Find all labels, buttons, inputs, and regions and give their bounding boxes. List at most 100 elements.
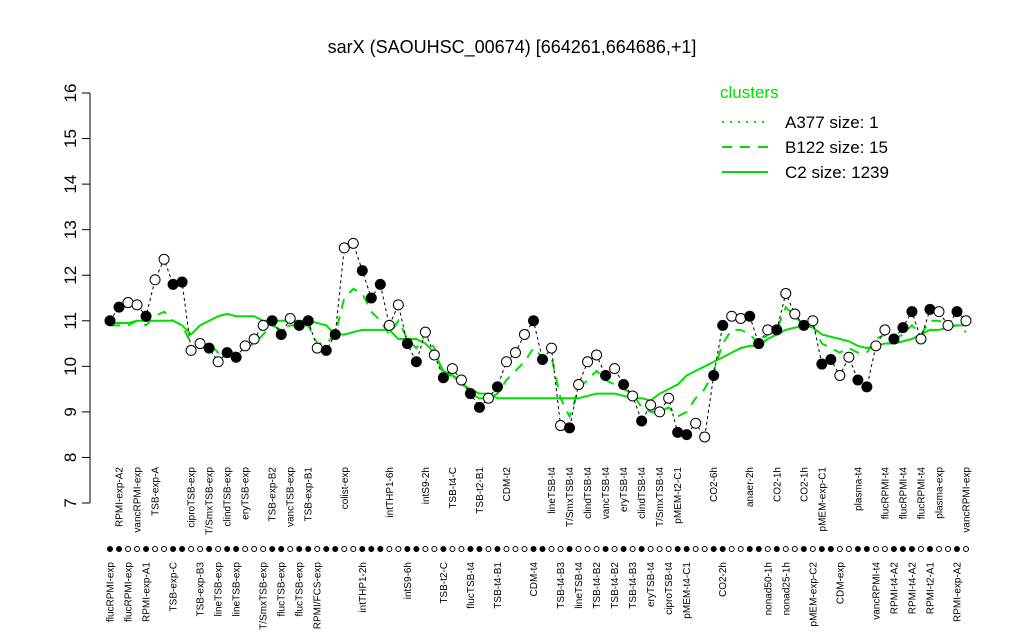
cluster-line [110, 287, 967, 420]
x-tick-label: TSB-exp-B2 [268, 467, 279, 522]
sample-line [109, 242, 967, 439]
x-tick-label: TSB-t4-B2 [592, 562, 603, 609]
rug-mark [332, 546, 339, 552]
rug-mark [314, 546, 321, 552]
x-tick-label: TSB-exp-B3 [196, 562, 207, 617]
rug-mark [638, 546, 645, 552]
rug-mark [395, 546, 402, 552]
point [383, 319, 395, 331]
point [753, 338, 765, 350]
point [302, 315, 314, 327]
point [410, 356, 422, 368]
rug-mark [674, 546, 681, 552]
point [546, 342, 558, 354]
point [482, 392, 494, 404]
x-tick-label: flucRPMI-exp [106, 562, 117, 622]
point [527, 315, 539, 327]
point [257, 319, 269, 331]
rug-mark [953, 546, 960, 552]
point [951, 306, 963, 318]
y-tick-label: 14 [61, 175, 80, 194]
rug-mark [143, 546, 150, 552]
point [609, 363, 621, 375]
y-tick-label: 16 [61, 84, 80, 103]
x-tick-label: flucRPMI-exp [124, 562, 135, 622]
rug-mark [872, 546, 879, 552]
rug-mark [818, 546, 825, 552]
rug-mark [566, 546, 573, 552]
x-tick-label: lineTSB-t4 [574, 562, 585, 609]
x-tick-label: vancTSB-exp [286, 467, 297, 527]
rug-mark [584, 546, 591, 552]
point [645, 399, 657, 411]
rug-mark [341, 546, 348, 552]
point [194, 338, 206, 350]
legend-label: C2 size: 1239 [785, 163, 889, 182]
x-tick-label: T/SmxTSB-exp [259, 562, 270, 630]
rug-mark [503, 546, 510, 552]
point [573, 379, 585, 391]
rug-mark [773, 546, 780, 552]
point [825, 354, 837, 365]
x-tick-label: pMEM-exp-C1 [817, 467, 828, 532]
rug-mark [458, 546, 465, 552]
point [104, 315, 116, 327]
x-tick-label: lineTSB-exp [232, 562, 243, 617]
x-tick-label: CDM-exp [835, 562, 846, 605]
x-tick-label: colist-exp [340, 467, 351, 510]
rug-mark [908, 546, 915, 552]
point [419, 326, 431, 338]
y-tick-label: 9 [61, 407, 80, 416]
point [212, 356, 224, 368]
x-tick-label: RPMI-exp-A1 [142, 562, 153, 622]
rug-mark [521, 546, 528, 552]
rug-mark [233, 546, 240, 552]
rug-mark [944, 546, 951, 552]
point [455, 374, 467, 386]
x-tick-label: flucRPMI-t4 [916, 467, 927, 520]
rug-mark [224, 546, 231, 552]
point [744, 310, 756, 322]
point [888, 333, 900, 345]
point [879, 324, 891, 336]
point [591, 349, 603, 361]
point [870, 340, 882, 352]
point [230, 351, 242, 363]
rug-mark [575, 546, 582, 552]
x-tick-label: flucTSB-exp [277, 562, 288, 617]
y-tick-label: 10 [61, 357, 80, 376]
rug-mark [476, 546, 483, 552]
rug-mark [242, 546, 249, 552]
point [320, 344, 332, 356]
y-tick-label: 13 [61, 220, 80, 239]
point [636, 415, 648, 427]
point [780, 287, 792, 299]
point [942, 319, 954, 331]
point [915, 333, 927, 345]
rug-mark [125, 546, 132, 552]
x-tick-label: pMEM-t2-C1 [673, 467, 684, 524]
rug-mark [350, 546, 357, 552]
x-tick-label: flucTSB-t4 [466, 562, 477, 609]
rug-mark [836, 546, 843, 552]
x-tick-label: T/SmxTSB-exp [205, 467, 216, 535]
x-tick-label: anaer-2h [745, 467, 756, 507]
point [924, 303, 936, 315]
rug-mark [737, 546, 744, 552]
rug-mark [656, 546, 663, 552]
x-tick-label: TSB-exp-B1 [304, 467, 315, 522]
rug-mark [647, 546, 654, 552]
rug-mark [413, 546, 420, 552]
x-tick-label: lineTSB-exp [214, 562, 225, 617]
x-tick-label: ciproTSB-exp [187, 467, 198, 528]
rug-mark [359, 546, 366, 552]
point [500, 356, 512, 368]
rug-mark [206, 546, 213, 552]
rug-mark [863, 546, 870, 552]
point [717, 319, 729, 331]
legend-label: A377 size: 1 [785, 113, 879, 132]
x-tick-label: CO2-1h [772, 467, 783, 502]
x-tick-label: nonad25-1h [781, 562, 792, 615]
x-tick-label: TSB-t4-B3 [556, 562, 567, 609]
